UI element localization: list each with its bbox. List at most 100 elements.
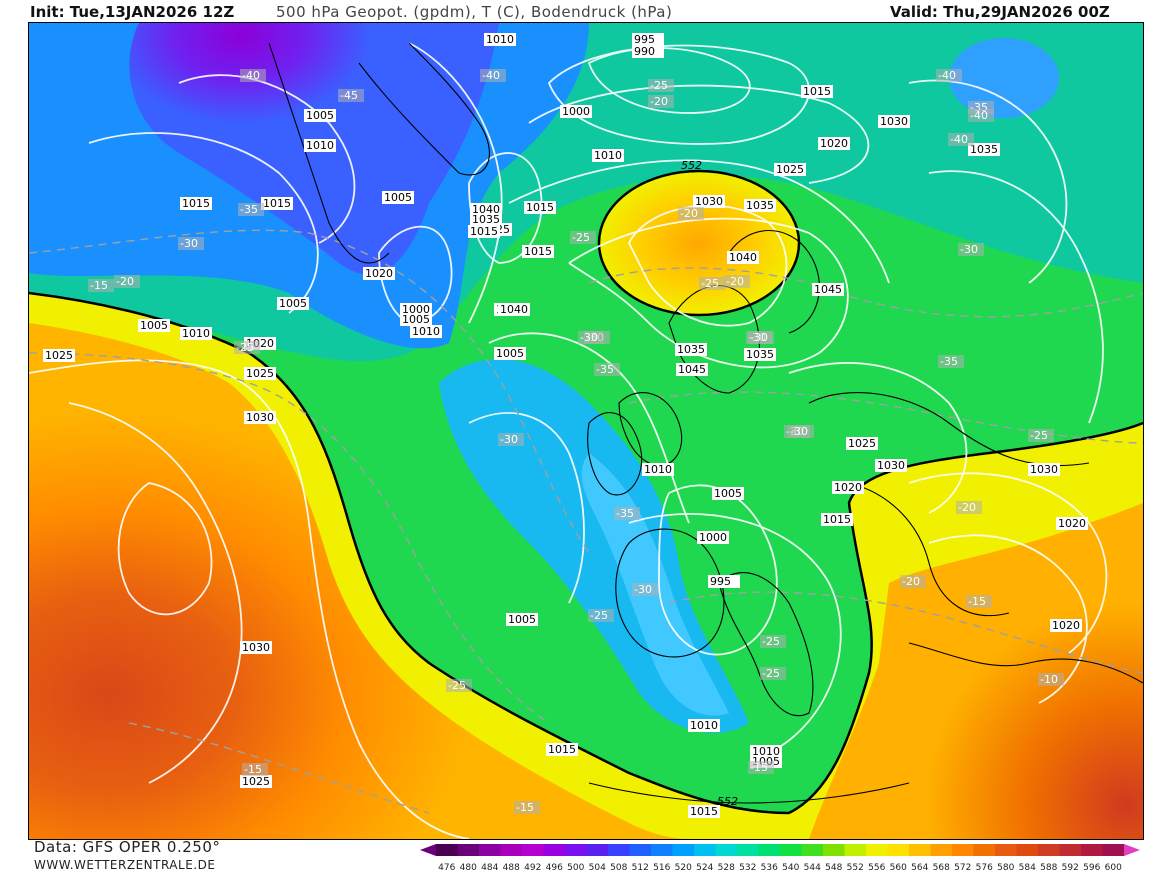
temperature-label: -30	[580, 331, 598, 344]
temperature-label: -15	[968, 595, 986, 608]
pressure-label: 1000	[562, 105, 590, 118]
pressure-label: 1015	[803, 85, 831, 98]
temperature-label: -30	[790, 425, 808, 438]
pressure-label-box	[261, 197, 293, 210]
pressure-label: 1015	[823, 513, 851, 526]
temperature-label-box	[938, 355, 964, 368]
pressure-label-box	[712, 487, 744, 500]
pressure-label: 1005	[402, 313, 430, 326]
pressure-label: 1035	[746, 348, 774, 361]
legend-tick-label: 548	[825, 863, 842, 873]
pressure-label-box	[774, 163, 806, 176]
temperature-label-box	[594, 363, 620, 376]
legend-swatch	[608, 844, 630, 856]
pressure-label-box	[304, 139, 336, 152]
temperature-label-box	[570, 231, 596, 244]
legend-tick-label: 596	[1083, 863, 1100, 873]
legend-swatch	[887, 844, 910, 856]
pressure-label: 1015	[524, 245, 552, 258]
temperature-label: -25	[236, 341, 254, 354]
legend-arrow-right	[1124, 844, 1140, 856]
legend-arrow-left	[420, 844, 436, 856]
pressure-label-box	[632, 33, 664, 46]
legend-tick-label: 488	[503, 863, 520, 873]
pressure-label: 1030	[1030, 463, 1058, 476]
pressure-label-box	[676, 363, 708, 376]
legend-tick-label: 524	[696, 863, 713, 873]
temperature-label-box	[178, 237, 204, 250]
legend-swatch	[436, 844, 458, 856]
legend-tick-label: 556	[868, 863, 885, 873]
legend-tick-label: 584	[1019, 863, 1036, 873]
data-source-label: Data: GFS OPER 0.250°	[34, 838, 221, 856]
pressure-label: 1025	[246, 367, 274, 380]
temperature-label: -20	[650, 95, 668, 108]
temperature-label-box	[446, 679, 472, 692]
temperature-label-box	[699, 277, 725, 290]
pressure-label-box	[468, 225, 500, 238]
pressure-label: 1010	[306, 139, 334, 152]
temperature-label-box	[748, 331, 774, 344]
pressure-label: 1020	[1052, 619, 1080, 632]
pressure-label-box	[968, 143, 1000, 156]
temperature-label: -25	[448, 679, 466, 692]
pressure-label: 1015	[690, 805, 718, 818]
pressure-label: 1000	[699, 531, 727, 544]
temperature-label: -35	[240, 203, 258, 216]
pressure-label: 1025	[848, 437, 876, 450]
pressure-label: 1035	[970, 143, 998, 156]
legend-swatch	[823, 844, 845, 856]
pressure-label: 1025	[242, 775, 270, 788]
legend-swatch	[973, 844, 996, 856]
pressure-label: 1010	[644, 463, 672, 476]
pressure-label-box	[1056, 517, 1088, 530]
pressure-label-box	[744, 348, 776, 361]
contour-552-scandinavia	[597, 169, 801, 317]
temperature-label-box	[240, 69, 266, 82]
temperature-label-box	[498, 433, 524, 446]
pressure-label-box	[832, 481, 864, 494]
temperature-label-box	[242, 763, 268, 776]
pressure-label-box	[484, 33, 516, 46]
pressure-label-box	[138, 319, 170, 332]
pressure-label-box	[244, 411, 276, 424]
pressure-label: 1010	[182, 327, 210, 340]
legend-swatch	[737, 844, 759, 856]
legend-swatch	[844, 844, 867, 856]
legend-tick-label: 564	[911, 863, 928, 873]
pressure-label: 1005	[140, 319, 168, 332]
pressure-label-box	[524, 201, 556, 214]
temperature-label: -25	[572, 231, 590, 244]
pressure-label: 990	[634, 45, 655, 58]
legend-tick-label: 580	[997, 863, 1014, 873]
init-time-label: Init: Tue,13JAN2026 12Z	[30, 3, 235, 21]
temperature-label: -40	[938, 69, 956, 82]
pressure-label: 1035	[677, 343, 705, 356]
pressure-label: 1005	[508, 613, 536, 626]
pressure-label: 1020	[834, 481, 862, 494]
pressure-label: 1040	[472, 203, 500, 216]
pressure-label: 1030	[877, 459, 905, 472]
pressure-label: 1040	[500, 303, 528, 316]
legend-swatch	[715, 844, 738, 856]
pressure-label-box	[506, 613, 538, 626]
temperature-label: -30	[634, 583, 652, 596]
pressure-label-box	[494, 347, 526, 360]
legend-swatch	[651, 844, 673, 856]
contour-552-east	[788, 421, 1143, 815]
legend-tick-label: 536	[761, 863, 778, 873]
legend-tick-label: 516	[653, 863, 670, 873]
pressure-label: 1015	[263, 197, 291, 210]
legend-swatch	[866, 844, 888, 856]
temperature-label-box	[1038, 673, 1064, 686]
temperature-label: -25	[762, 667, 780, 680]
pressure-label: 1045	[814, 283, 842, 296]
legend-swatch	[952, 844, 974, 856]
legend-swatch	[1016, 844, 1039, 856]
temperature-label-box	[956, 501, 982, 514]
temperature-label-box	[936, 69, 962, 82]
temperature-label: -25	[701, 277, 719, 290]
pressure-label: 1015	[548, 743, 576, 756]
temperature-label-box	[968, 109, 994, 122]
